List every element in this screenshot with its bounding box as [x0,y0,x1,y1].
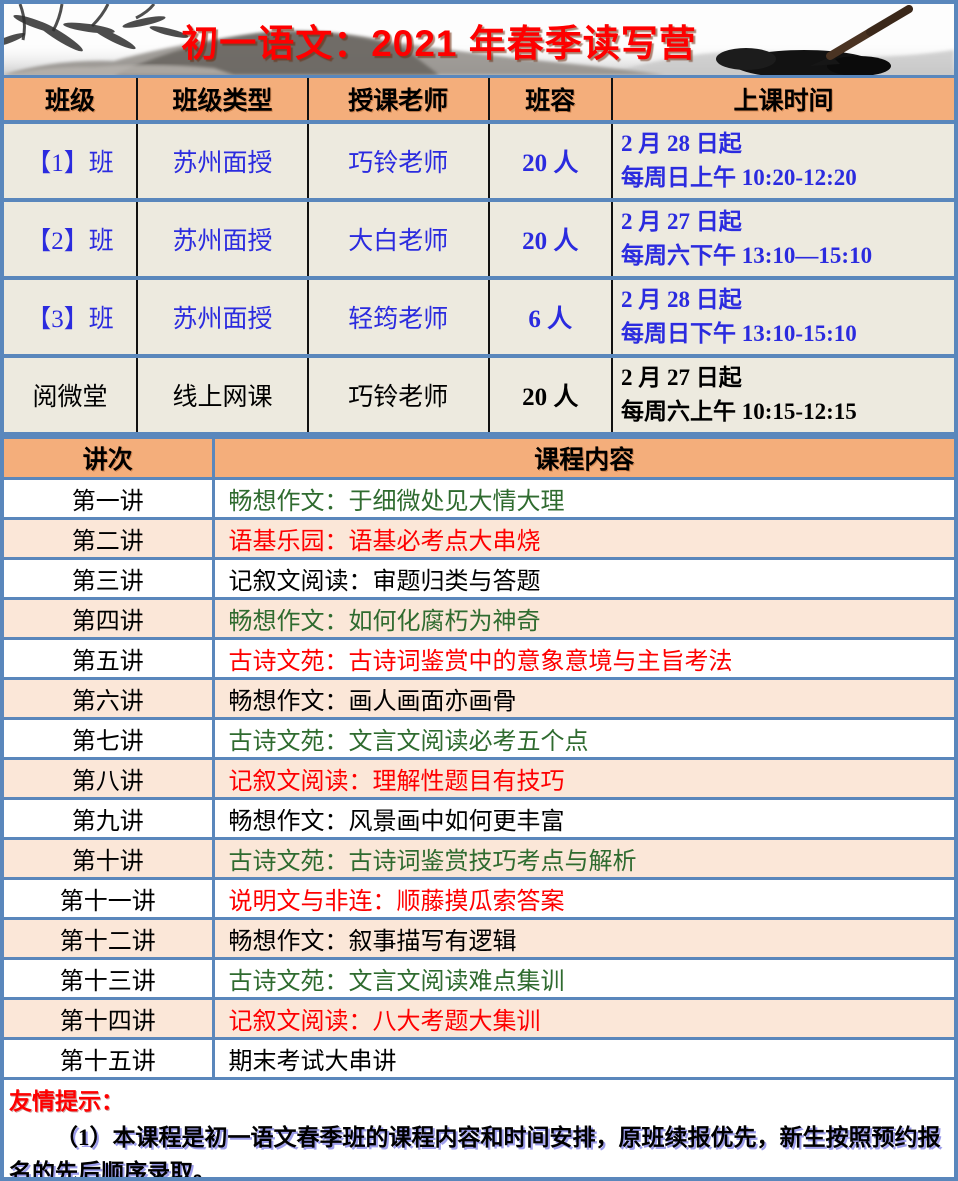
lecture-content: 畅想作文：风景画中如何更丰富 [211,797,954,840]
banner: 初一语文：2021 年春季读写营 [4,4,954,78]
lecture-header-row: 讲次 课程内容 [4,436,954,480]
class-row: 【1】班 苏州面授 巧铃老师 20 人 2 月 28 日起 每周日上午 10:2… [4,120,954,202]
class-teacher: 轻筠老师 [307,276,490,358]
lecture-content: 说明文与非连：顺藤摸瓜索答案 [211,877,954,920]
class-type: 苏州面授 [136,198,309,280]
lecture-number: 第一讲 [4,477,215,520]
lecture-number: 第十二讲 [4,917,215,960]
class-time-weekly: 每周六上午 10:15-12:15 [621,399,857,424]
lecture-number: 第四讲 [4,597,215,640]
friendly-reminder-section: 友情提示： （1）本课程是初一语文春季班的课程内容和时间安排，原班续报优先，新生… [4,1080,954,1181]
bamboo-art [4,4,189,52]
lecture-number: 第六讲 [4,677,215,720]
lecture-row: 第十三讲 古诗文苑：文言文阅读难点集训 [4,957,954,1000]
lecture-row: 第六讲 畅想作文：画人画面亦画骨 [4,677,954,720]
class-time-start: 2 月 28 日起 [621,286,742,312]
lecture-content: 语基乐园：语基必考点大串烧 [211,517,954,560]
class-name: 阅微堂 [4,354,138,436]
lecture-content: 畅想作文：如何化腐朽为神奇 [211,597,954,640]
lecture-row: 第二讲 语基乐园：语基必考点大串烧 [4,517,954,560]
lecture-row: 第三讲 记叙文阅读：审题归类与答题 [4,557,954,600]
lecture-number: 第十三讲 [4,957,215,1000]
lecture-content: 记叙文阅读：理解性题目有技巧 [211,757,954,800]
class-type: 苏州面授 [136,276,309,358]
ink-brush-art [716,5,913,75]
page-title: 初一语文：2021 年春季读写营 [181,22,697,64]
class-type: 苏州面授 [136,120,309,202]
class-teacher: 大白老师 [307,198,490,280]
lecture-content: 古诗文苑：文言文阅读必考五个点 [211,717,954,760]
column-header-teacher: 授课老师 [307,78,490,124]
class-time: 2 月 28 日起 每周日下午 13:10-15:10 [611,276,954,358]
notes-title: 友情提示： [9,1089,124,1114]
lecture-row: 第十一讲 说明文与非连：顺藤摸瓜索答案 [4,877,954,920]
lecture-content: 畅想作文：叙事描写有逻辑 [211,917,954,960]
note-item-1: （1）本课程是初一语文春季班的课程内容和时间安排，原班续报优先，新生按照预约报名… [9,1124,941,1181]
lecture-number: 第九讲 [4,797,215,840]
class-row: 【2】班 苏州面授 大白老师 20 人 2 月 27 日起 每周六下午 13:1… [4,198,954,280]
lecture-number: 第八讲 [4,757,215,800]
lecture-content: 古诗文苑：文言文阅读难点集训 [211,957,954,1000]
class-schedule-table: 班级 班级类型 授课老师 班容 上课时间 【1】班 苏州面授 巧铃老师 20 人… [4,78,954,436]
lecture-number: 第十四讲 [4,997,215,1040]
column-header-lecture-content: 课程内容 [211,436,954,480]
lecture-content: 畅想作文：于细微处见大情大理 [211,477,954,520]
class-time: 2 月 27 日起 每周六上午 10:15-12:15 [611,354,954,436]
class-type: 线上网课 [136,354,309,436]
class-time: 2 月 28 日起 每周日上午 10:20-12:20 [611,120,954,202]
class-time: 2 月 27 日起 每周六下午 13:10—15:10 [611,198,954,280]
lecture-content: 记叙文阅读：八大考题大集训 [211,997,954,1040]
lecture-number: 第十一讲 [4,877,215,920]
lecture-row: 第一讲 畅想作文：于细微处见大情大理 [4,477,954,520]
class-capacity: 20 人 [487,120,613,202]
column-header-class: 班级 [4,78,138,124]
lecture-row: 第九讲 畅想作文：风景画中如何更丰富 [4,797,954,840]
ink-painting-art [4,4,954,75]
class-capacity: 20 人 [487,354,613,436]
class-row: 【3】班 苏州面授 轻筠老师 6 人 2 月 28 日起 每周日下午 13:10… [4,276,954,358]
class-time-weekly: 每周日上午 10:20-12:20 [621,165,857,190]
class-time-weekly: 每周六下午 13:10—15:10 [621,243,873,268]
lecture-row: 第十二讲 畅想作文：叙事描写有逻辑 [4,917,954,960]
lecture-content: 记叙文阅读：审题归类与答题 [211,557,954,600]
class-time-start: 2 月 27 日起 [621,364,742,390]
class-name: 【2】班 [4,198,138,280]
lecture-row: 第八讲 记叙文阅读：理解性题目有技巧 [4,757,954,800]
lecture-content: 畅想作文：画人画面亦画骨 [211,677,954,720]
lecture-row: 第十讲 古诗文苑：古诗词鉴赏技巧考点与解析 [4,837,954,880]
class-capacity: 20 人 [487,198,613,280]
mountain-art [4,30,664,75]
lecture-number: 第十讲 [4,837,215,880]
class-name: 【1】班 [4,120,138,202]
class-time-start: 2 月 28 日起 [621,130,742,156]
lecture-content: 古诗文苑：古诗词鉴赏中的意象意境与主旨考法 [211,637,954,680]
lecture-number: 第五讲 [4,637,215,680]
class-header-row: 班级 班级类型 授课老师 班容 上课时间 [4,78,954,124]
lecture-row: 第五讲 古诗文苑：古诗词鉴赏中的意象意境与主旨考法 [4,637,954,680]
class-teacher: 巧铃老师 [307,354,490,436]
class-time-weekly: 每周日下午 13:10-15:10 [621,321,857,346]
column-header-capacity: 班容 [487,78,613,124]
lecture-row: 第十五讲 期末考试大串讲 [4,1037,954,1080]
lecture-number: 第七讲 [4,717,215,760]
lecture-row: 第七讲 古诗文苑：文言文阅读必考五个点 [4,717,954,760]
lecture-number: 第二讲 [4,517,215,560]
column-header-lecture-no: 讲次 [4,436,215,480]
lecture-row: 第四讲 畅想作文：如何化腐朽为神奇 [4,597,954,640]
class-teacher: 巧铃老师 [307,120,490,202]
lecture-content-table: 讲次 课程内容 第一讲 畅想作文：于细微处见大情大理 第二讲 语基乐园：语基必考… [4,436,954,1080]
class-time-start: 2 月 27 日起 [621,208,742,234]
lecture-content: 期末考试大串讲 [211,1037,954,1080]
lecture-number: 第三讲 [4,557,215,600]
class-name: 【3】班 [4,276,138,358]
column-header-time: 上课时间 [611,78,954,124]
class-row: 阅微堂 线上网课 巧铃老师 20 人 2 月 27 日起 每周六上午 10:15… [4,354,954,436]
column-header-type: 班级类型 [136,78,309,124]
lecture-content: 古诗文苑：古诗词鉴赏技巧考点与解析 [211,837,954,880]
lecture-row: 第十四讲 记叙文阅读：八大考题大集训 [4,997,954,1040]
lecture-number: 第十五讲 [4,1037,215,1080]
class-capacity: 6 人 [487,276,613,358]
